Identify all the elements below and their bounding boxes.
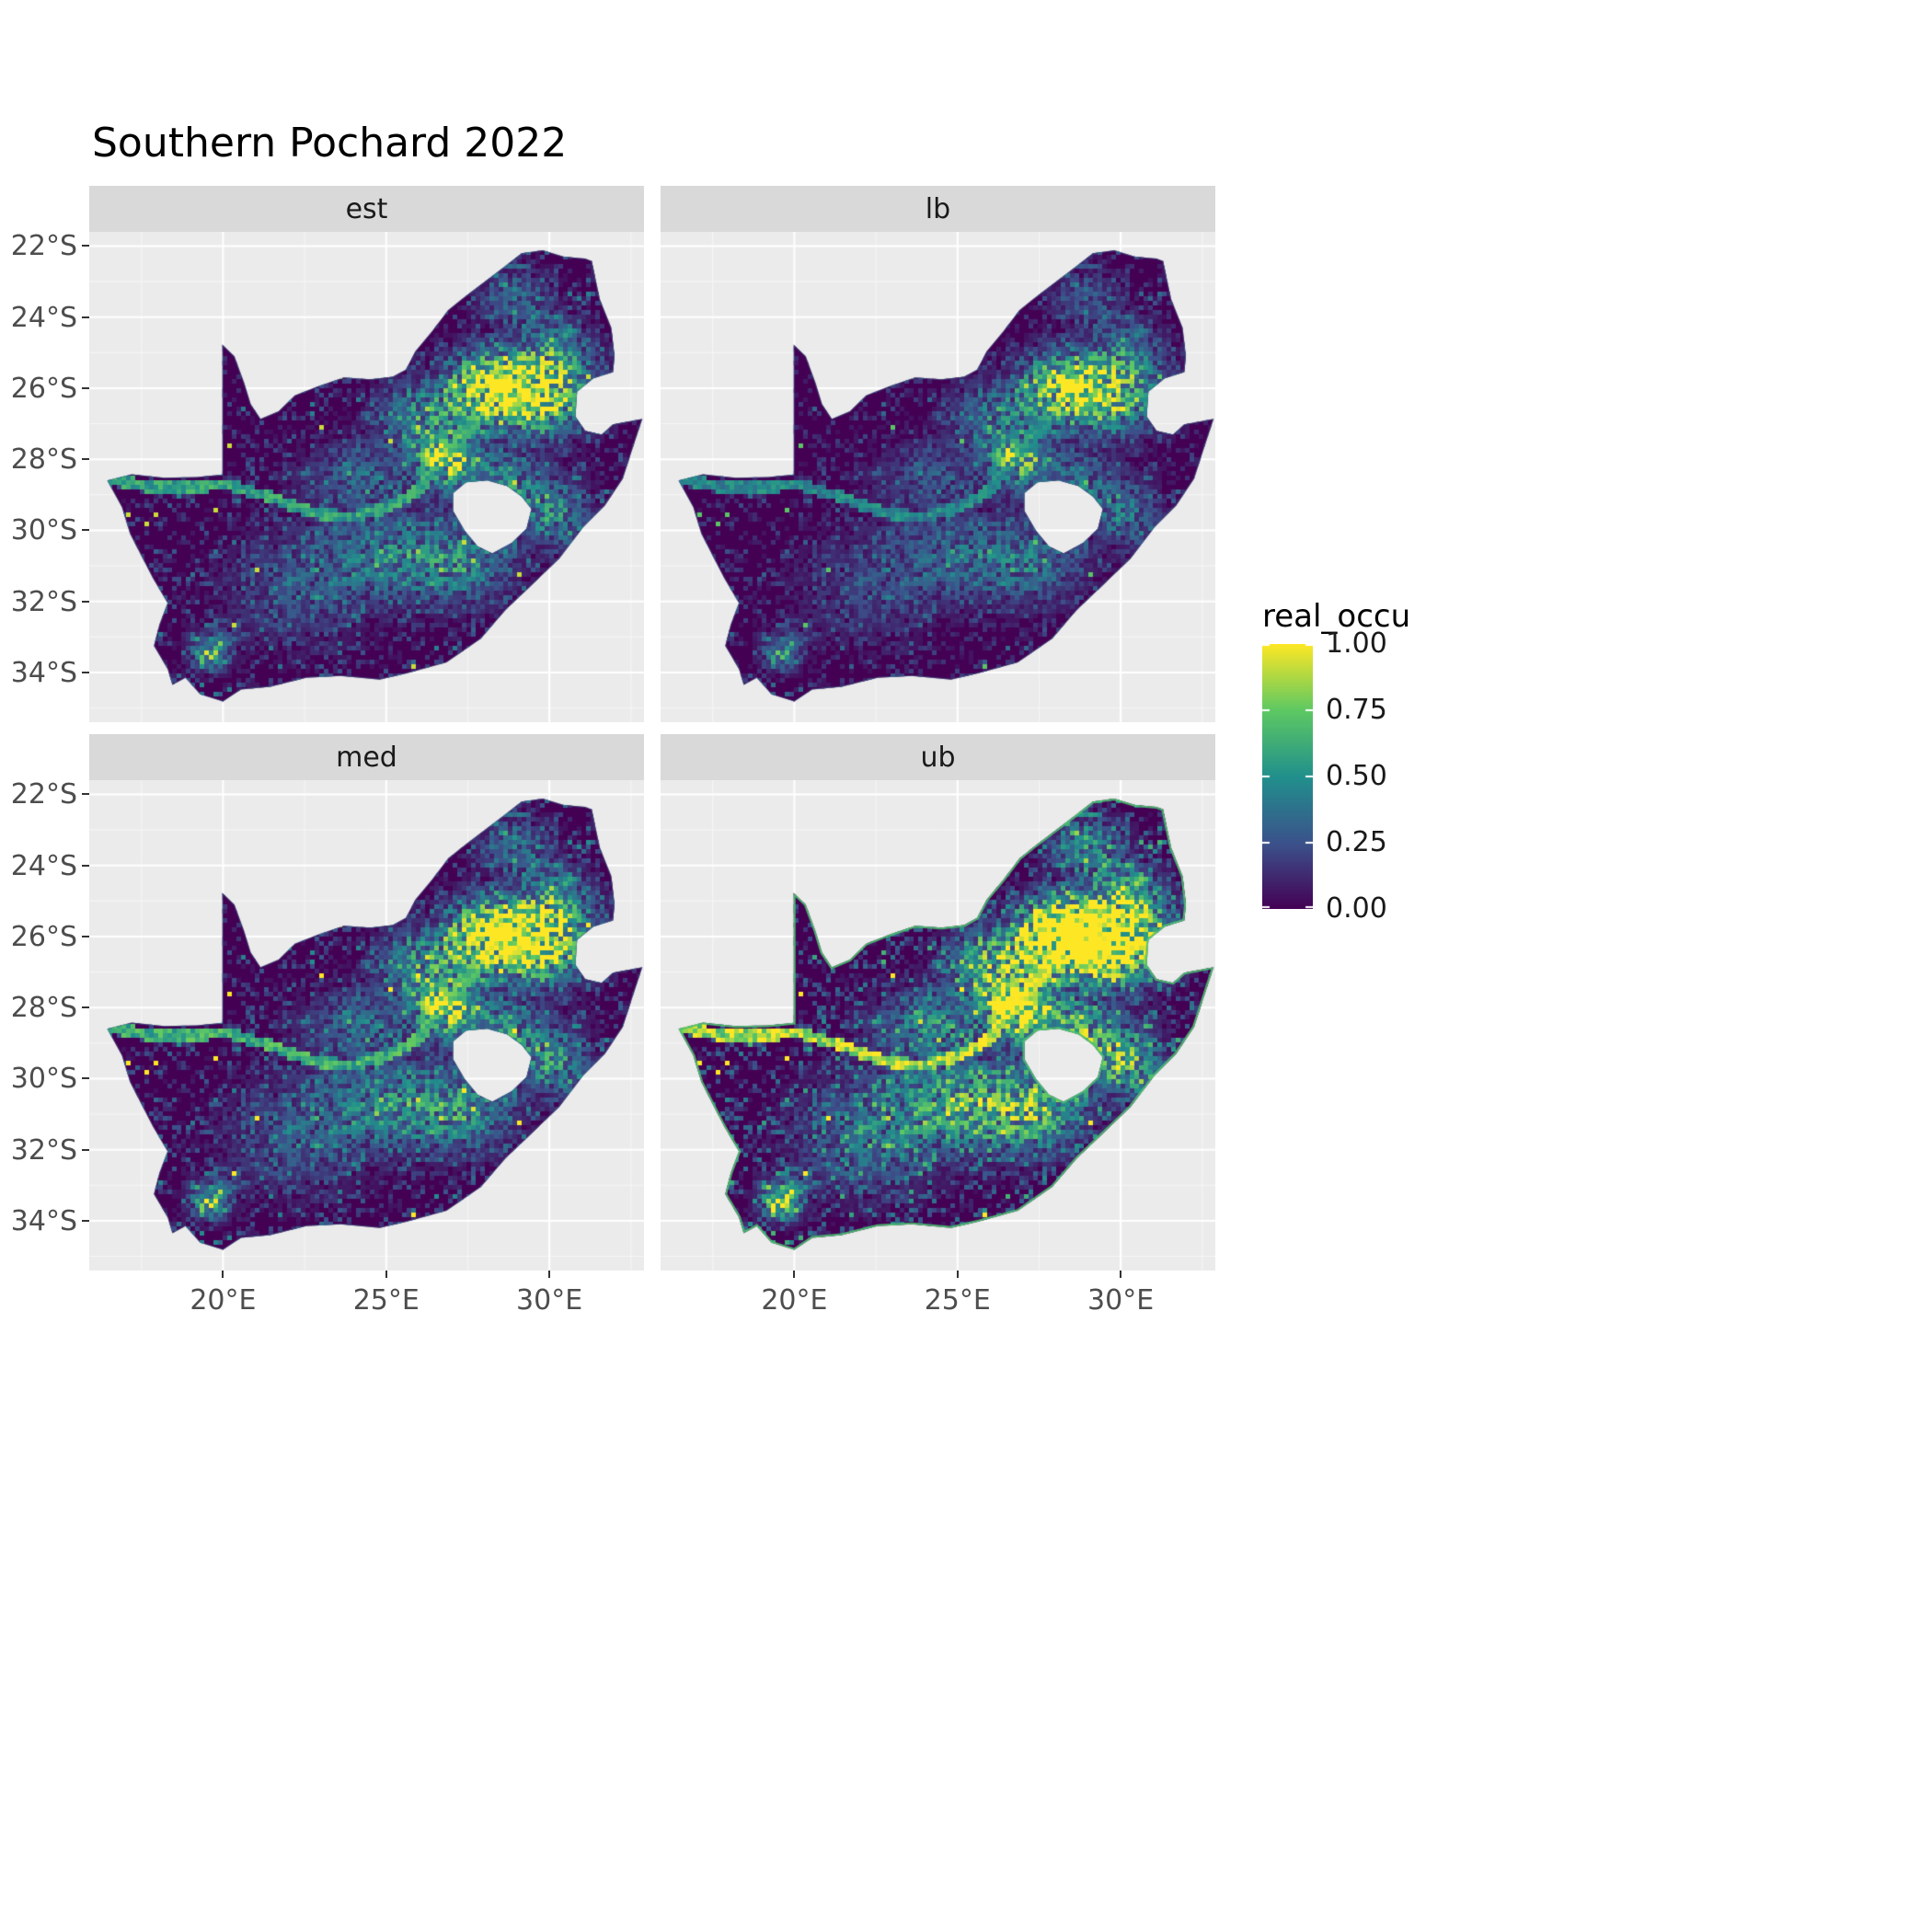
- y-axis-tick-label: 34°S: [10, 656, 77, 689]
- x-axis-tick: [956, 1271, 959, 1278]
- map-panel-est: [89, 232, 644, 722]
- y-axis-tick: [82, 529, 89, 532]
- map-panel-lb: [661, 232, 1215, 722]
- legend-tick-label: 0.25: [1326, 826, 1387, 858]
- y-axis-tick-label: 22°S: [10, 230, 77, 263]
- x-axis-tick-label: 20°E: [761, 1284, 828, 1317]
- facet-strip-label-ub: ub: [920, 741, 956, 774]
- x-axis-tick: [385, 1271, 387, 1278]
- x-axis-tick: [548, 1271, 551, 1278]
- x-axis-tick: [793, 1271, 796, 1278]
- x-axis-tick-label: 25°E: [924, 1284, 991, 1317]
- y-axis-tick: [82, 864, 89, 867]
- map-panel-med: [89, 780, 644, 1271]
- y-axis-tick-label: 32°S: [10, 585, 77, 618]
- y-axis-tick: [82, 1148, 89, 1151]
- legend-colorbar: [1262, 644, 1313, 909]
- facet-strip-ub: ub: [661, 734, 1215, 780]
- y-axis-tick: [82, 600, 89, 603]
- y-axis-tick: [82, 671, 89, 673]
- facet-strip-est: est: [89, 186, 644, 232]
- x-axis-tick: [222, 1271, 224, 1278]
- y-axis-tick-label: 22°S: [10, 778, 77, 811]
- chart-title: Southern Pochard 2022: [92, 120, 568, 167]
- facet-strip-label-med: med: [336, 741, 397, 774]
- y-axis-tick: [82, 1077, 89, 1080]
- x-axis-tick-label: 30°E: [516, 1284, 583, 1317]
- y-axis-tick-label: 26°S: [10, 372, 77, 405]
- y-axis-tick: [82, 458, 89, 461]
- x-axis-tick-label: 20°E: [190, 1284, 257, 1317]
- y-axis-tick: [82, 793, 89, 796]
- facet-strip-label-est: est: [345, 192, 388, 225]
- y-axis-tick: [82, 1006, 89, 1009]
- y-axis-tick: [82, 386, 89, 389]
- y-axis-tick-label: 30°S: [10, 514, 77, 547]
- y-axis-tick-label: 24°S: [10, 849, 77, 882]
- y-axis-tick-label: 28°S: [10, 992, 77, 1025]
- legend-tick-label: 0.00: [1326, 892, 1387, 925]
- y-axis-tick-label: 28°S: [10, 443, 77, 477]
- y-axis-tick-label: 26°S: [10, 920, 77, 953]
- facet-strip-lb: lb: [661, 186, 1215, 232]
- x-axis-tick: [1120, 1271, 1122, 1278]
- y-axis-tick: [82, 316, 89, 318]
- y-axis-tick-label: 24°S: [10, 301, 77, 334]
- x-axis-tick-label: 25°E: [352, 1284, 420, 1317]
- y-axis-tick-label: 34°S: [10, 1204, 77, 1237]
- y-axis-tick-label: 30°S: [10, 1063, 77, 1096]
- y-axis-tick-label: 32°S: [10, 1133, 77, 1167]
- legend-title: real_occu: [1262, 598, 1411, 635]
- y-axis-tick: [82, 935, 89, 937]
- map-panel-ub: [661, 780, 1215, 1271]
- y-axis-tick: [82, 1219, 89, 1222]
- y-axis-tick: [82, 245, 89, 247]
- facet-strip-label-lb: lb: [925, 192, 951, 225]
- legend-tick-label: 1.00: [1326, 627, 1387, 660]
- legend-tick-label: 0.75: [1326, 694, 1387, 726]
- x-axis-tick-label: 30°E: [1087, 1284, 1155, 1317]
- legend-tick-label: 0.50: [1326, 760, 1387, 792]
- facet-strip-med: med: [89, 734, 644, 780]
